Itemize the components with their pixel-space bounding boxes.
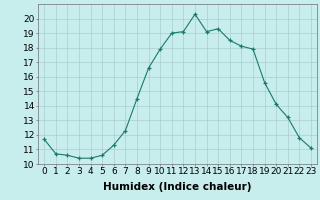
- X-axis label: Humidex (Indice chaleur): Humidex (Indice chaleur): [103, 182, 252, 192]
